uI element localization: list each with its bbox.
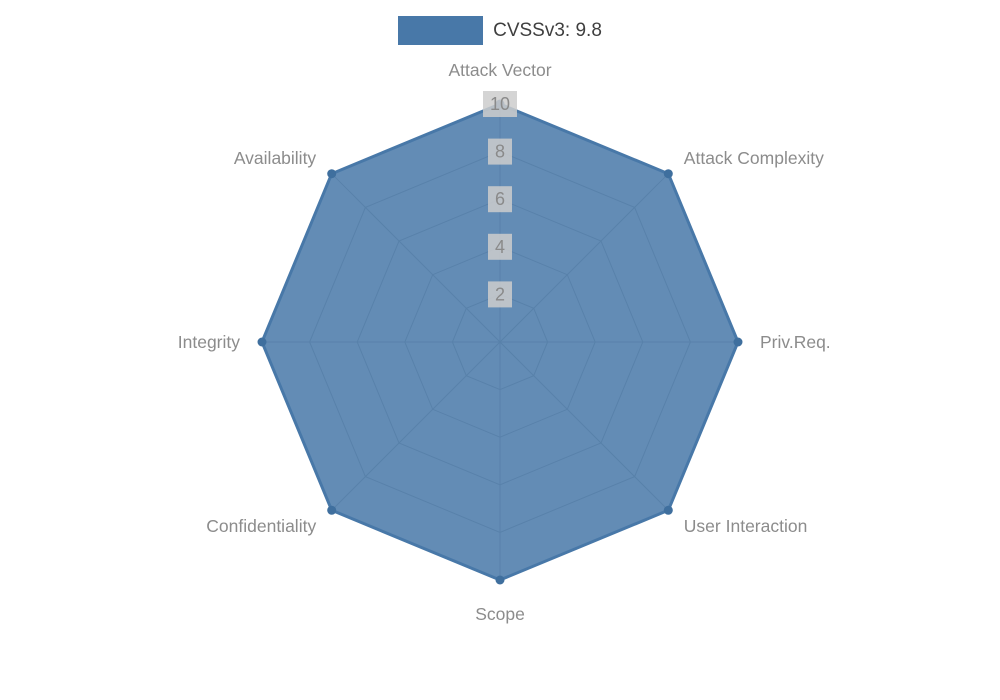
radar-axis-label: User Interaction [684,516,808,536]
radar-series-point [327,505,337,515]
radar-series-point [495,575,505,585]
radial-tick-label: 2 [495,284,505,304]
radar-axis-label: Attack Vector [448,60,551,80]
radar-axis-label: Attack Complexity [684,148,824,168]
radar-axis-label: Priv.Req. [760,332,831,352]
radial-tick-bg [488,233,512,260]
radar-axis-label: Scope [475,604,525,624]
radial-tick-bg [483,91,517,117]
radial-tick-label: 4 [495,237,505,257]
radar-axis-label: Confidentiality [206,516,316,536]
radial-tick-bg [488,138,512,165]
legend-label: CVSSv3: 9.8 [493,19,602,41]
legend[interactable]: CVSSv3: 9.8 [0,16,1000,45]
radar-axis-label: Availability [234,148,317,168]
radar-series-point [257,337,267,347]
radial-tick-label: 6 [495,189,505,209]
radar-series-point [663,505,673,515]
radar-series-point [733,337,743,347]
radar-series-point [327,169,337,179]
radial-tick-bg [488,281,512,308]
legend-swatch-icon [398,16,484,45]
radar-axis-label: Integrity [178,332,240,352]
radar-series-point [663,169,673,179]
radial-tick-label: 10 [490,94,510,114]
radial-tick-label: 8 [495,142,505,162]
radial-tick-bg [488,186,512,213]
